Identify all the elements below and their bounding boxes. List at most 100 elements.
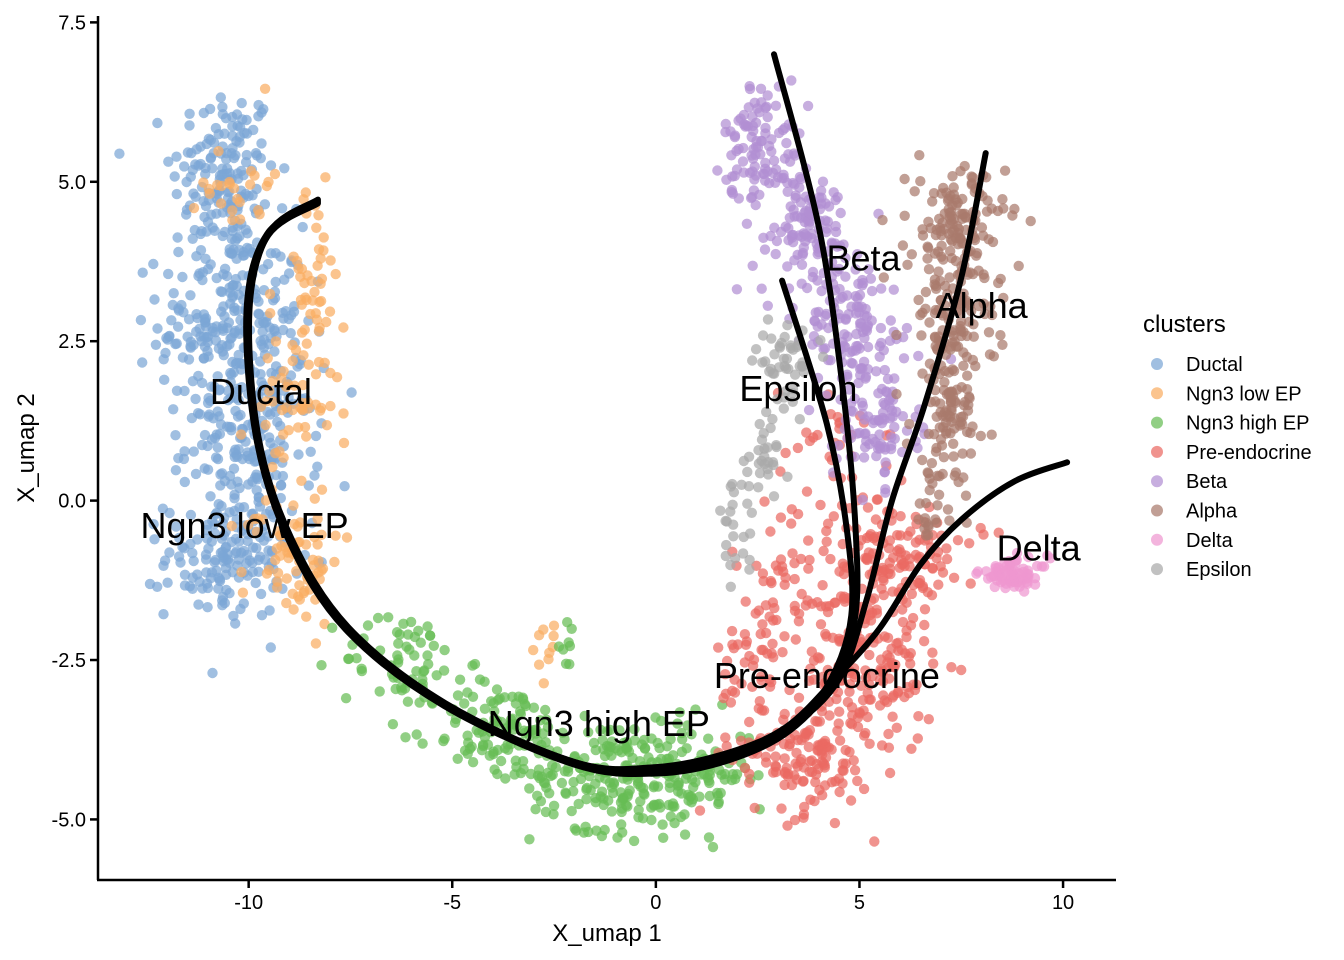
data-point (207, 667, 218, 679)
data-point (559, 733, 570, 745)
data-point (168, 404, 179, 415)
data-point (237, 587, 249, 598)
data-point (319, 618, 330, 630)
data-point (296, 475, 307, 486)
data-point (158, 354, 169, 365)
data-point (902, 259, 913, 270)
data-point (884, 767, 896, 779)
data-point (163, 156, 174, 167)
data-point (579, 710, 590, 722)
data-point (686, 729, 697, 740)
data-point (309, 470, 320, 481)
data-point (221, 148, 232, 159)
data-point (868, 593, 880, 604)
data-point (1005, 570, 1016, 581)
data-point (528, 644, 539, 656)
data-point (258, 264, 269, 275)
data-point (883, 728, 894, 740)
legend-swatch (1151, 504, 1163, 517)
data-point (884, 535, 896, 546)
data-point (278, 366, 289, 377)
data-point (311, 222, 322, 233)
data-point (810, 777, 821, 788)
data-point (862, 341, 874, 353)
data-point (224, 178, 235, 190)
data-point (428, 640, 439, 651)
data-point (213, 385, 225, 396)
data-point (253, 205, 264, 216)
data-point (524, 834, 535, 845)
data-point (750, 608, 761, 619)
data-point (880, 457, 891, 468)
data-point (871, 494, 883, 505)
data-point (862, 321, 873, 332)
data-point (899, 210, 910, 221)
data-point (920, 530, 932, 541)
data-point (786, 232, 798, 243)
data-point (196, 439, 208, 451)
data-point (887, 586, 898, 597)
data-point (203, 183, 215, 195)
data-point (190, 468, 202, 480)
data-point (885, 315, 896, 326)
data-point (170, 521, 182, 532)
data-point (276, 203, 288, 214)
data-point (792, 442, 804, 454)
data-point (822, 606, 834, 618)
data-point (313, 210, 324, 221)
data-point (983, 234, 994, 245)
data-point (635, 796, 646, 807)
data-point (195, 141, 206, 152)
data-point (331, 372, 343, 383)
data-point (492, 768, 503, 780)
data-point (263, 176, 274, 188)
data-point (743, 451, 755, 462)
data-point (964, 299, 975, 311)
data-point (488, 698, 499, 709)
data-point (778, 353, 789, 364)
data-point (209, 557, 220, 568)
data-point (846, 301, 857, 312)
legend-label: Pre-endocrine (1186, 442, 1312, 464)
data-point (1025, 215, 1036, 227)
data-point (211, 565, 222, 576)
data-point (917, 230, 929, 241)
cluster-label-alpha: Alpha (936, 285, 1029, 326)
data-point (949, 336, 960, 347)
data-point (417, 738, 428, 749)
data-point (728, 531, 739, 542)
data-point (216, 468, 228, 479)
data-point (292, 521, 303, 532)
data-point (944, 515, 955, 526)
data-point (858, 783, 870, 795)
data-point (422, 650, 433, 661)
data-point (212, 371, 223, 382)
data-point (789, 369, 801, 380)
data-point (852, 249, 863, 260)
data-point (864, 738, 875, 749)
data-point (786, 518, 797, 529)
data-point (842, 371, 853, 383)
data-point (760, 600, 772, 611)
data-point (466, 741, 477, 752)
data-point (209, 225, 220, 236)
data-point (834, 313, 845, 324)
data-point (218, 512, 230, 523)
data-point (422, 621, 433, 632)
data-point (320, 172, 331, 183)
legend-items: Ductal Ngn3 low EP Ngn3 high EP Pre-endocri… (1151, 354, 1312, 581)
data-point (945, 234, 957, 245)
data-point (393, 638, 404, 649)
data-point (753, 482, 764, 493)
data-point (703, 832, 715, 843)
data-point (790, 634, 801, 645)
data-point (928, 429, 940, 440)
data-point (770, 177, 781, 188)
legend-label: Ductal (1186, 354, 1243, 376)
data-point (807, 339, 818, 350)
data-point (736, 678, 747, 689)
data-point (910, 537, 922, 548)
data-point (590, 778, 601, 789)
data-point (725, 697, 737, 708)
data-point (479, 732, 491, 743)
